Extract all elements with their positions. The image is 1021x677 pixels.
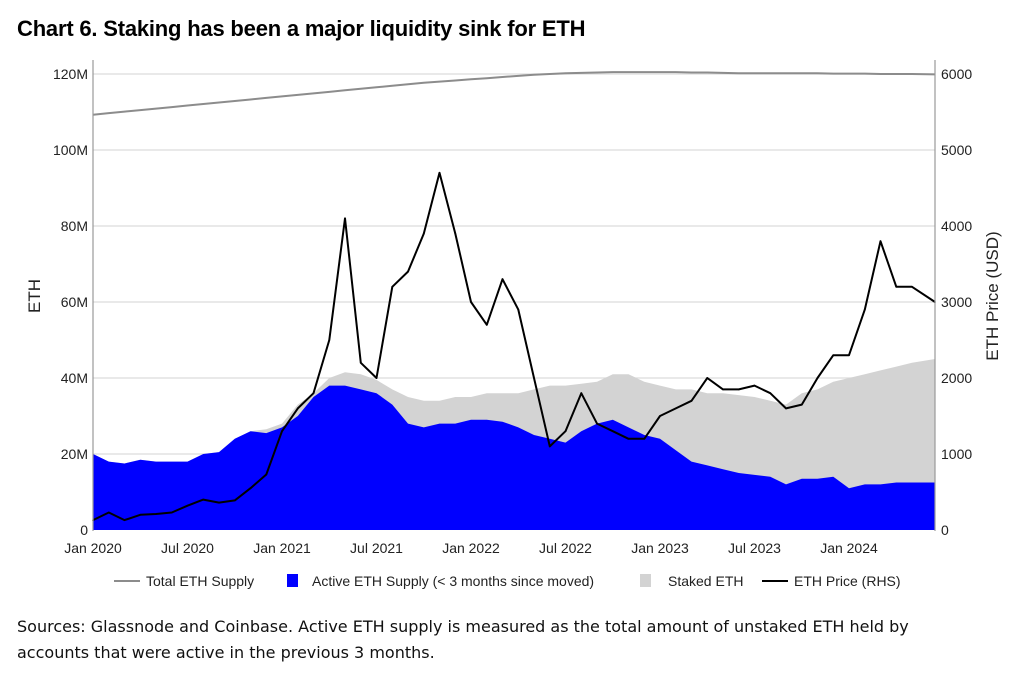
- eth-price-point: [265, 473, 268, 476]
- eth-price-point: [879, 240, 882, 242]
- left-y-tick-label: 60M: [61, 294, 88, 310]
- left-y-tick-label: 0: [80, 522, 88, 538]
- eth-price-point: [533, 377, 535, 379]
- right-y-tick-label: 1000: [941, 446, 972, 462]
- right-y-tick-label: 3000: [941, 294, 972, 310]
- eth-price-point: [107, 511, 110, 514]
- left-y-tick-label: 80M: [61, 218, 88, 234]
- x-tick-label: Jan 2020: [64, 540, 122, 556]
- eth-price-point: [281, 430, 283, 433]
- left-y-tick-label: 40M: [61, 370, 88, 386]
- eth-price-point: [564, 430, 567, 433]
- eth-price-point: [407, 270, 409, 273]
- legend-swatch-staked: [640, 574, 651, 587]
- eth-price-point: [863, 308, 866, 311]
- eth-price-point: [832, 354, 835, 357]
- eth-price-point: [454, 232, 457, 235]
- right-y-tick-label: 0: [941, 522, 949, 538]
- eth-price-point: [769, 392, 772, 395]
- right-y-tick-label: 5000: [941, 142, 972, 158]
- left-y-tick-label: 100M: [53, 142, 88, 158]
- eth-price-point: [438, 172, 441, 174]
- x-tick-label: Jul 2022: [539, 540, 592, 556]
- eth-price-point: [186, 504, 189, 507]
- eth-price-point: [643, 438, 646, 440]
- areas: [93, 359, 935, 530]
- eth-price-point: [659, 415, 661, 417]
- eth-price-point: [359, 362, 362, 364]
- eth-price-point: [800, 403, 803, 406]
- eth-price-point: [611, 430, 614, 433]
- eth-price-point: [785, 407, 787, 410]
- eth-price-line: [92, 171, 936, 522]
- x-tick-label: Jan 2024: [820, 540, 878, 556]
- eth-price-point: [627, 438, 630, 440]
- x-tick-label: Jul 2023: [728, 540, 781, 556]
- x-tick-label: Jan 2023: [631, 540, 689, 556]
- eth-price-point: [139, 514, 142, 516]
- eth-price-point: [218, 501, 220, 504]
- right-y-tick-label: 4000: [941, 218, 972, 234]
- eth-price-point: [753, 384, 756, 387]
- chart-title: Chart 6. Staking has been a major liquid…: [17, 16, 586, 41]
- eth-price-point: [501, 278, 504, 281]
- eth-price-point: [517, 308, 520, 311]
- total-eth-supply-line: [92, 71, 936, 116]
- eth-price-point: [580, 392, 583, 395]
- eth-price-point: [548, 445, 551, 448]
- x-tick-label: Jan 2022: [442, 540, 500, 556]
- lines: [92, 71, 936, 522]
- eth-price-point: [485, 324, 488, 326]
- x-ticks: Jan 2020 Jul 2020 Jan 2021 Jul 2021 Jan 2022…: [64, 540, 878, 556]
- eth-price-point: [848, 354, 850, 357]
- eth-price-point: [816, 377, 819, 379]
- eth-price-point: [596, 422, 598, 425]
- eth-price-point: [690, 400, 693, 402]
- legend-label-active-supply: Active ETH Supply (< 3 months since move…: [312, 573, 594, 589]
- eth-price-point: [202, 498, 205, 501]
- left-y-tick-label: 120M: [53, 66, 88, 82]
- eth-price-point: [391, 286, 394, 288]
- right-y-tick-label: 6000: [941, 66, 972, 82]
- eth-price-point: [233, 499, 236, 502]
- x-tick-label: Jul 2021: [350, 540, 403, 556]
- legend: Total ETH Supply Active ETH Supply (< 3 …: [114, 573, 901, 589]
- legend-label-staked: Staked ETH: [668, 573, 743, 589]
- eth-price-point: [722, 388, 724, 391]
- eth-price-point: [737, 388, 740, 391]
- eth-price-point: [674, 407, 677, 410]
- sources-note: Sources: Glassnode and Coinbase. Active …: [17, 617, 909, 662]
- eth-price-point: [895, 286, 898, 288]
- chart: 0 20M 40M 60M 80M 100M 120M 0 1000 2000 3000 4000 5…: [25, 60, 1002, 589]
- eth-price-point: [375, 377, 378, 379]
- left-y-ticks: 0 20M 40M 60M 80M 100M 120M: [53, 66, 88, 538]
- eth-price-point: [123, 519, 126, 521]
- legend-label-price: ETH Price (RHS): [794, 573, 901, 589]
- right-axis-label: ETH Price (USD): [983, 231, 1002, 360]
- legend-swatch-active-supply: [287, 574, 298, 587]
- eth-price-point: [470, 301, 472, 303]
- eth-price-point: [706, 377, 709, 379]
- legend-label-total-supply: Total ETH Supply: [146, 573, 254, 589]
- eth-price-point: [312, 392, 315, 395]
- eth-price-point: [911, 286, 913, 288]
- eth-price-point: [344, 217, 346, 220]
- left-axis-label: ETH: [25, 279, 44, 313]
- left-y-tick-label: 20M: [61, 446, 88, 462]
- active-eth-supply-area: [93, 385, 935, 530]
- right-y-ticks: 0 1000 2000 3000 4000 5000 6000: [941, 66, 972, 538]
- eth-price-point: [422, 232, 425, 235]
- eth-price-point: [328, 339, 331, 341]
- eth-price-point: [249, 487, 252, 490]
- x-tick-label: Jan 2021: [253, 540, 311, 556]
- right-y-tick-label: 2000: [941, 370, 972, 386]
- eth-price-point: [155, 513, 157, 515]
- eth-price-point: [170, 511, 173, 514]
- x-tick-label: Jul 2020: [161, 540, 214, 556]
- eth-price-point: [296, 407, 299, 410]
